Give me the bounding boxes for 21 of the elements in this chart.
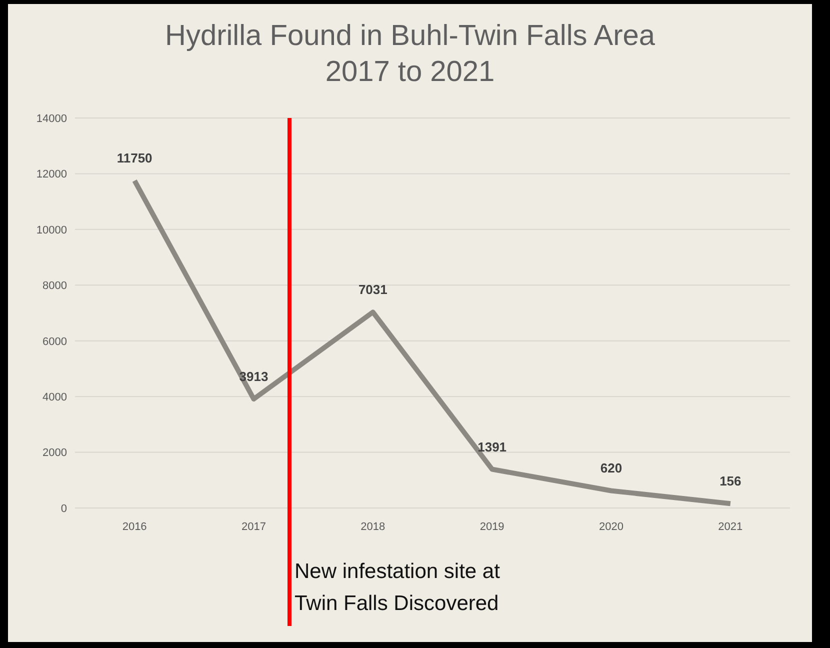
data-label: 7031 [358,282,388,298]
y-tick-label: 14000 [36,112,67,125]
y-tick-label: 10000 [36,224,67,236]
data-label: 11750 [116,150,152,166]
y-tick-label: 8000 [42,280,67,292]
data-label: 1391 [478,439,507,454]
y-tick-label: 12000 [36,168,67,181]
x-tick-label: 2019 [480,520,504,533]
x-tick-label: 2021 [718,520,743,533]
y-tick-label: 6000 [42,336,67,348]
y-tick-label: 2000 [42,447,67,460]
y-tick-label: 4000 [42,391,67,404]
x-tick-label: 2020 [599,520,624,533]
ref-line-label: New infestation site at Twin Falls Discovered [294,560,500,615]
chart-title: Hydrilla Found in Buhl-Twin Falls Area 2017 to 2021 [164,19,656,90]
x-tick-label: 2018 [360,520,386,533]
data-label: 620 [600,460,622,476]
data-label: 156 [720,474,742,489]
y-tick-label: 0 [60,502,67,515]
x-tick-label: 2016 [122,520,147,533]
x-tick-label: 2017 [242,520,266,533]
